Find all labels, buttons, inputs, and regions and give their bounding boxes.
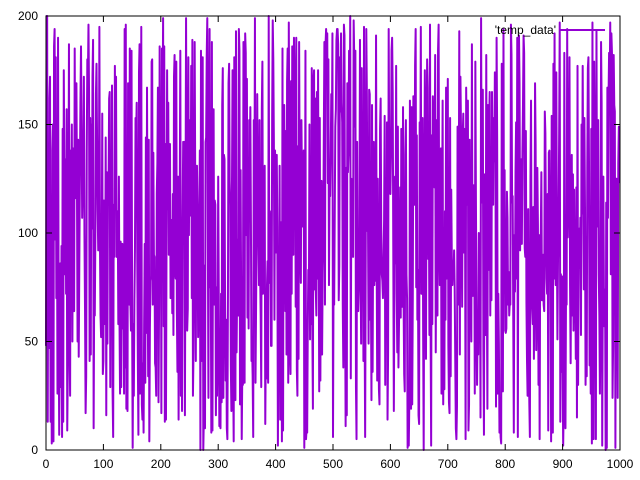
x-tick-label: 100 bbox=[93, 457, 113, 471]
y-tick-label: 200 bbox=[18, 9, 38, 23]
series-line-temp-data bbox=[45, 15, 621, 451]
x-tick-label: 300 bbox=[208, 457, 228, 471]
x-tick-label: 500 bbox=[323, 457, 343, 471]
series-layer bbox=[45, 15, 621, 451]
x-tick-label: 0 bbox=[43, 457, 50, 471]
x-tick-label: 900 bbox=[553, 457, 573, 471]
y-tick-label: 150 bbox=[18, 118, 38, 132]
x-tick-label: 1000 bbox=[607, 457, 634, 471]
y-tick-label: 50 bbox=[25, 335, 39, 349]
y-tick-label: 100 bbox=[18, 226, 38, 240]
legend: 'temp_data' bbox=[495, 23, 605, 37]
y-tick-label: 0 bbox=[31, 443, 38, 457]
x-tick-label: 400 bbox=[266, 457, 286, 471]
x-tick-label: 600 bbox=[380, 457, 400, 471]
axes-layer: 0 100 200 300 400 500 600 700 800 900 1000 0 50 100 15… bbox=[18, 9, 634, 471]
x-tick-label: 200 bbox=[151, 457, 171, 471]
x-tick-label: 800 bbox=[495, 457, 515, 471]
x-tick-label: 700 bbox=[438, 457, 458, 471]
legend-label: 'temp_data' bbox=[495, 23, 556, 37]
